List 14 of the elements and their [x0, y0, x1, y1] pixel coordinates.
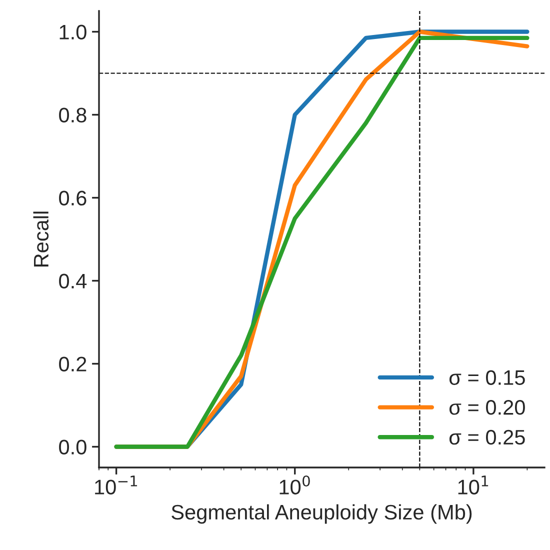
y-axis-title: Recall	[33, 212, 49, 266]
y-tick-label: 0.8	[59, 108, 86, 123]
y-tick-label: 0.2	[59, 356, 86, 372]
y-tick-label: 0.4	[59, 274, 87, 289]
x-tick-label: 10$^{0}$	[280, 475, 310, 494]
y-tick-label: 1.0	[60, 24, 86, 40]
legend-label: σ = 0.20	[449, 400, 525, 415]
x-tick-label: 10$^{1}$	[458, 476, 488, 494]
y-tick-label: 0.0	[59, 440, 86, 455]
x-axis-title: Segmental Aneuploidy Size (Mb)	[172, 504, 472, 524]
y-tick-label: 0.6	[59, 190, 86, 206]
legend-label: σ = 0.25	[449, 430, 525, 445]
legend-label: σ = 0.15	[449, 370, 525, 385]
x-tick-label: 10$^{−1}$	[95, 476, 138, 494]
